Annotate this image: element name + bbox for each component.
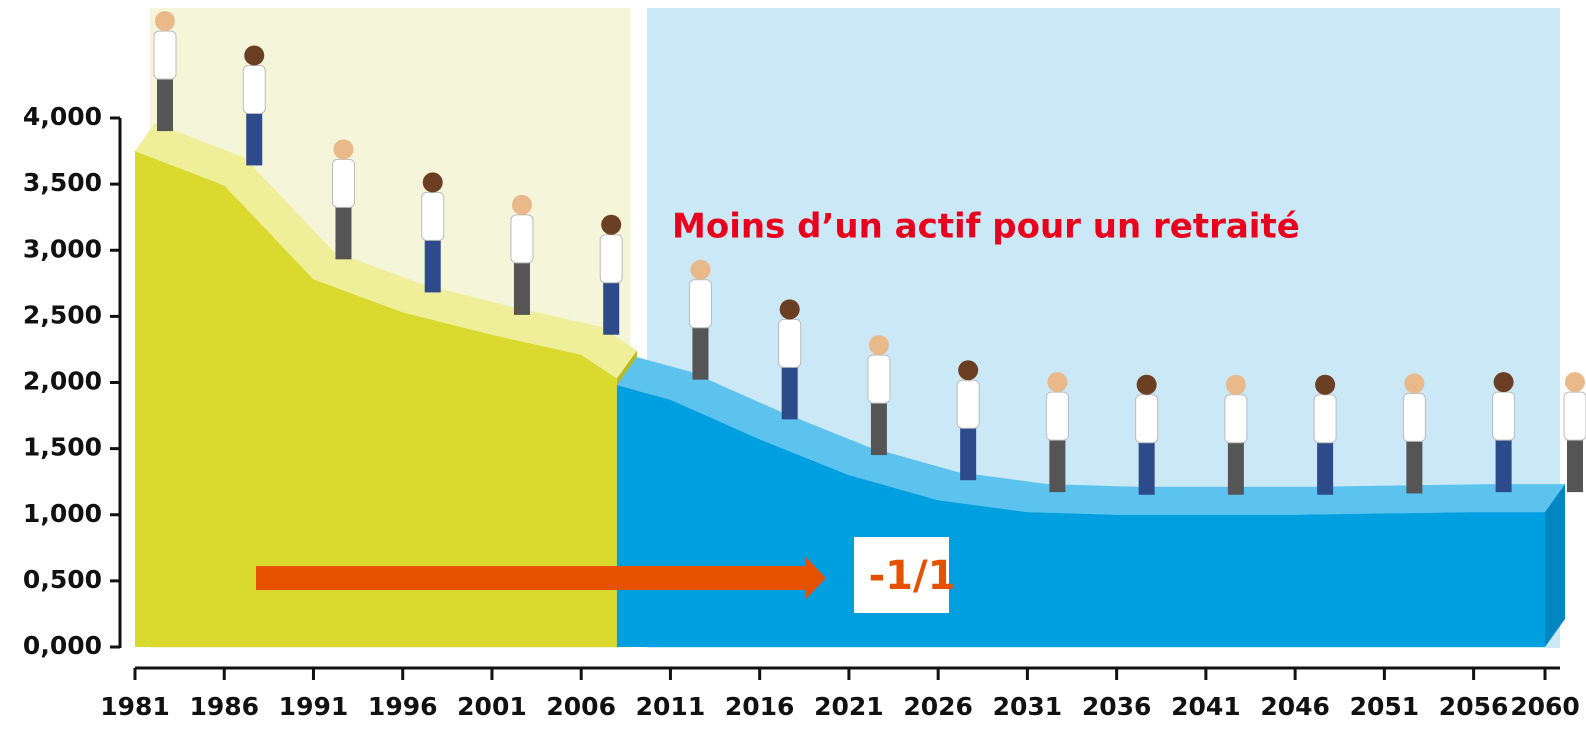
person-head	[1493, 372, 1514, 393]
person-shirt	[778, 318, 802, 368]
x-tick-label: 2016	[725, 692, 795, 721]
y-tick-label: 0,000	[23, 631, 102, 660]
person-legs	[1406, 438, 1423, 494]
annotation: Moins d’un actif pour un retraité	[672, 207, 1300, 247]
person-legs	[513, 259, 530, 315]
ratio-label: -1/1	[869, 553, 956, 599]
person-head	[422, 172, 443, 193]
x-tick-label: 2011	[636, 692, 706, 721]
x-tick-label: 2031	[993, 692, 1063, 721]
y-tick-label: 4,000	[23, 102, 102, 131]
person-head	[868, 335, 889, 356]
person-head	[333, 139, 354, 160]
x-tick-label: 1996	[368, 692, 438, 721]
person-legs	[692, 324, 709, 380]
person-legs	[424, 237, 441, 293]
person-head	[690, 259, 711, 280]
x-tick-label: 1986	[189, 692, 259, 721]
area-depth	[616, 357, 1565, 515]
person-shirt	[1045, 391, 1069, 441]
person-shirt	[688, 279, 712, 329]
y-tick-label: 3,000	[23, 234, 102, 263]
person-legs	[1049, 437, 1066, 493]
person-legs	[1495, 437, 1512, 493]
x-tick-label: 2056	[1439, 692, 1509, 721]
arrow	[256, 556, 826, 600]
person-shirt	[242, 64, 266, 114]
person-head	[1404, 373, 1425, 394]
y-tick-label: 3,500	[23, 168, 102, 197]
person-head	[1565, 372, 1585, 393]
person-shirt	[510, 214, 534, 264]
person-shirt	[421, 191, 445, 241]
x-tick-label: 2041	[1171, 692, 1241, 721]
x-tick-label: 1991	[279, 692, 349, 721]
person-shirt	[331, 158, 355, 208]
person-shirt	[599, 234, 623, 284]
y-tick-label: 2,500	[23, 300, 102, 329]
person-legs	[1227, 439, 1244, 495]
person-head	[1136, 374, 1157, 395]
x-tick-label: 2051	[1350, 692, 1420, 721]
x-tick-label: 2006	[546, 692, 616, 721]
person-legs	[1138, 439, 1155, 495]
person-legs	[870, 400, 887, 456]
area	[616, 385, 1545, 647]
person-shirt	[153, 30, 177, 80]
label-box	[854, 537, 949, 613]
x-tick-label: 2036	[1082, 692, 1152, 721]
person-legs	[335, 204, 352, 260]
person-shirt	[1492, 391, 1516, 441]
person-head	[1225, 374, 1246, 395]
person-legs	[246, 110, 263, 166]
person-shirt	[1224, 394, 1248, 444]
person-shirt	[1402, 392, 1426, 442]
person-legs	[603, 279, 620, 335]
person-head	[1047, 372, 1068, 393]
area-depth	[135, 123, 637, 379]
person-head	[511, 194, 532, 215]
x-tick-label: 2026	[903, 692, 973, 721]
person-shirt	[956, 379, 980, 429]
area-side	[1545, 484, 1565, 647]
x-tick-label: 2001	[457, 692, 527, 721]
person-shirt	[1563, 391, 1586, 441]
person-legs	[1567, 437, 1583, 493]
person-shirt	[1135, 394, 1159, 444]
person-head	[155, 11, 175, 32]
y-tick-label: 1,500	[23, 433, 102, 462]
x-tick-label: 2021	[814, 692, 884, 721]
person-legs	[1317, 439, 1334, 495]
person-head	[958, 360, 979, 381]
y-tick-label: 0,500	[23, 565, 102, 594]
person-legs	[960, 425, 977, 481]
person-shirt	[1313, 394, 1337, 444]
x-tick-label: 2060	[1510, 692, 1580, 721]
y-tick-label: 1,000	[23, 499, 102, 528]
person-head	[244, 45, 265, 66]
x-tick-label: 1981	[100, 692, 170, 721]
area	[135, 151, 617, 647]
y-tick-label: 2,000	[23, 367, 102, 396]
x-tick-label: 2046	[1260, 692, 1330, 721]
person-shirt	[867, 354, 891, 404]
person-head	[779, 299, 800, 320]
person-legs	[781, 364, 798, 420]
person-legs	[157, 76, 173, 132]
person-head	[601, 214, 622, 235]
person-head	[1315, 374, 1336, 395]
